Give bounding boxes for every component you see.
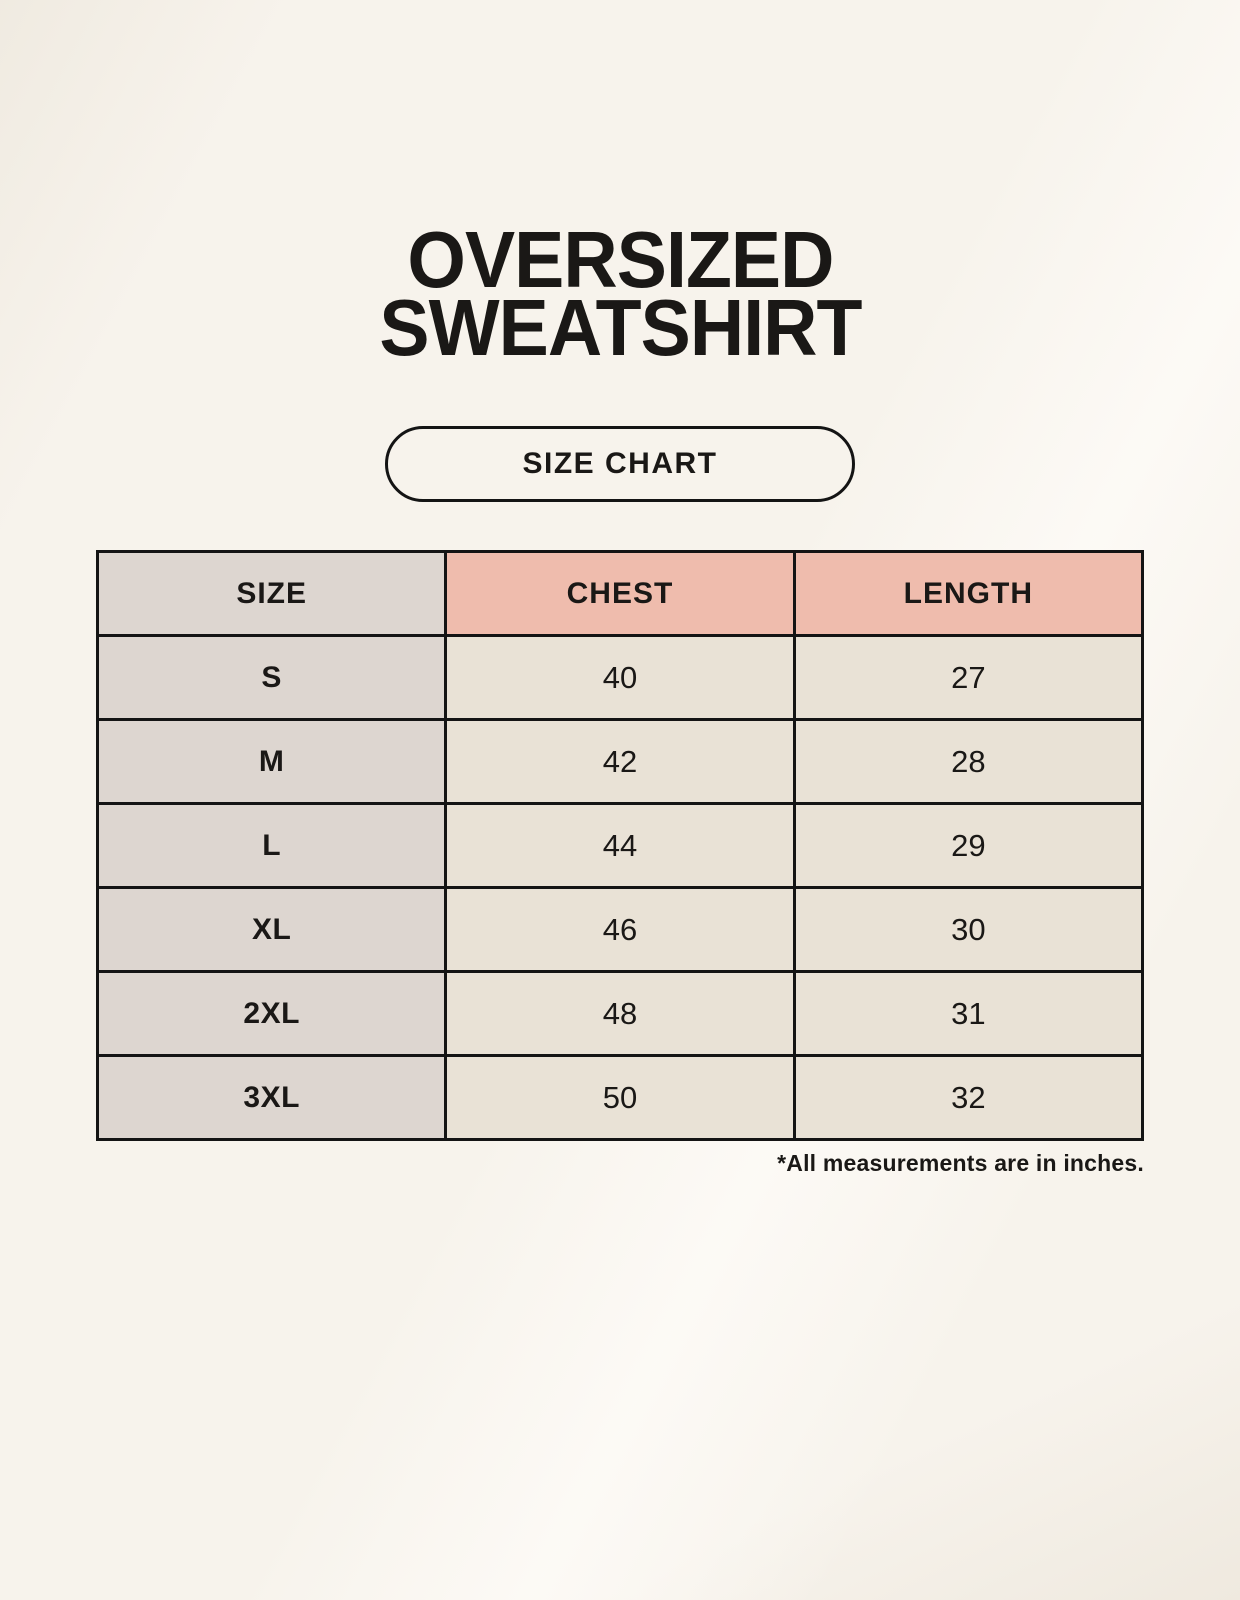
- size-chart-button[interactable]: SIZE CHART: [385, 426, 855, 502]
- chest-cell: 50: [444, 1054, 796, 1141]
- table-header-row: SIZE CHEST LENGTH: [95, 550, 1145, 637]
- length-cell: 30: [792, 886, 1145, 973]
- size-cell: 2XL: [95, 970, 448, 1057]
- header-chest: CHEST: [444, 550, 796, 637]
- size-chart-button-label: SIZE CHART: [522, 447, 718, 480]
- chest-cell: 46: [444, 886, 796, 973]
- size-cell: XL: [95, 886, 448, 973]
- size-cell: L: [95, 802, 448, 889]
- chest-cell: 42: [444, 718, 796, 805]
- measurements-footnote: *All measurements are in inches.: [777, 1150, 1144, 1176]
- table-row: L 44 29: [95, 802, 1145, 889]
- size-chart-page: OVERSIZED SWEATSHIRT SIZE CHART SIZE CHES…: [95, 220, 1145, 1176]
- length-cell: 32: [792, 1054, 1145, 1141]
- page-title-line2: SWEATSHIRT: [378, 283, 862, 372]
- header-size: SIZE: [95, 550, 448, 637]
- header-length: LENGTH: [792, 550, 1145, 637]
- size-cell: 3XL: [95, 1054, 448, 1141]
- page-title: OVERSIZED SWEATSHIRT: [379, 220, 862, 368]
- chest-cell: 40: [444, 634, 796, 721]
- size-cell: M: [95, 718, 448, 805]
- table-row: M 42 28: [95, 718, 1145, 805]
- length-cell: 29: [792, 802, 1145, 889]
- length-cell: 27: [792, 634, 1145, 721]
- chest-cell: 48: [444, 970, 796, 1057]
- table-row: 3XL 50 32: [95, 1054, 1145, 1141]
- size-chart-table: SIZE CHEST LENGTH S 40 27 M 42 28 L 44 2…: [95, 550, 1145, 1141]
- table-row: S 40 27: [95, 634, 1145, 721]
- length-cell: 28: [792, 718, 1145, 805]
- chest-cell: 44: [444, 802, 796, 889]
- page-title-line1: OVERSIZED: [406, 215, 834, 304]
- size-cell: S: [95, 634, 448, 721]
- table-row: XL 46 30: [95, 886, 1145, 973]
- table-row: 2XL 48 31: [95, 970, 1145, 1057]
- length-cell: 31: [792, 970, 1145, 1057]
